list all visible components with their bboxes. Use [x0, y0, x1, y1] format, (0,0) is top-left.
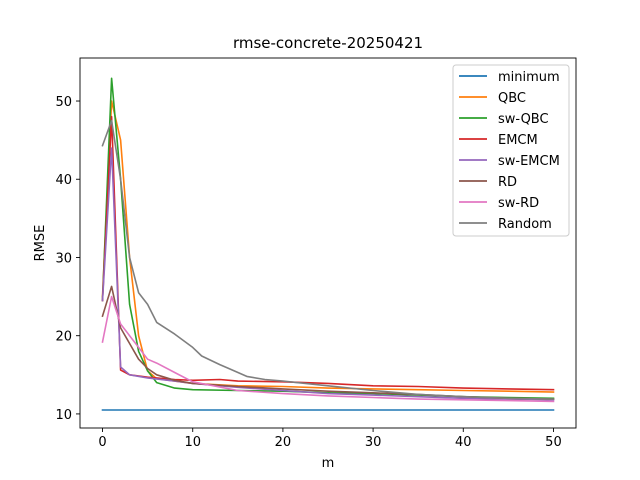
legend-box [452, 64, 570, 237]
y-tick-label: 40 [55, 173, 72, 188]
legend-label-sw-rd: sw-RD [498, 196, 539, 211]
legend: minimum QBC sw-QBC EMCM sw-EMCM RD sw-RD Random [452, 64, 570, 237]
x-tick-label: 30 [365, 435, 382, 450]
y-tick-label: 50 [55, 95, 72, 110]
series-line-emcm [101, 115, 555, 391]
series-line-sw-rd [101, 295, 555, 403]
legend-items: minimum QBC sw-QBC EMCM sw-EMCM RD sw-RD Random [459, 70, 560, 232]
series-line-random [101, 119, 555, 400]
x-tick-label: 10 [184, 435, 201, 450]
x-tick-label: 50 [545, 435, 562, 450]
y-tick-label: 30 [55, 251, 72, 266]
axes-frame [79, 57, 577, 429]
legend-label-rd: RD [498, 175, 517, 190]
legend-label-minimum: minimum [498, 70, 560, 85]
x-tick-label: 40 [455, 435, 472, 450]
x-tick-label: 20 [275, 435, 292, 450]
series-layer [101, 77, 555, 411]
y-tick-label: 10 [55, 408, 72, 423]
legend-label-sw-emcm: sw-EMCM [498, 154, 560, 169]
x-axis-label: m [322, 456, 335, 471]
legend-label-emcm: EMCM [498, 133, 538, 148]
legend-label-qbc: QBC [498, 91, 526, 106]
plot-area [79, 57, 577, 429]
x-tick-label: 0 [98, 435, 106, 450]
chart-title: rmse-concrete-20250421 [233, 34, 423, 52]
y-axis-label: RMSE [33, 225, 48, 262]
y-tick-label: 20 [55, 330, 72, 345]
x-axis-ticks: 0 10 20 30 40 50 [98, 428, 562, 450]
legend-label-sw-qbc: sw-QBC [498, 112, 549, 127]
legend-label-random: Random [498, 217, 552, 232]
y-axis-ticks: 10 20 30 40 50 [55, 95, 80, 423]
